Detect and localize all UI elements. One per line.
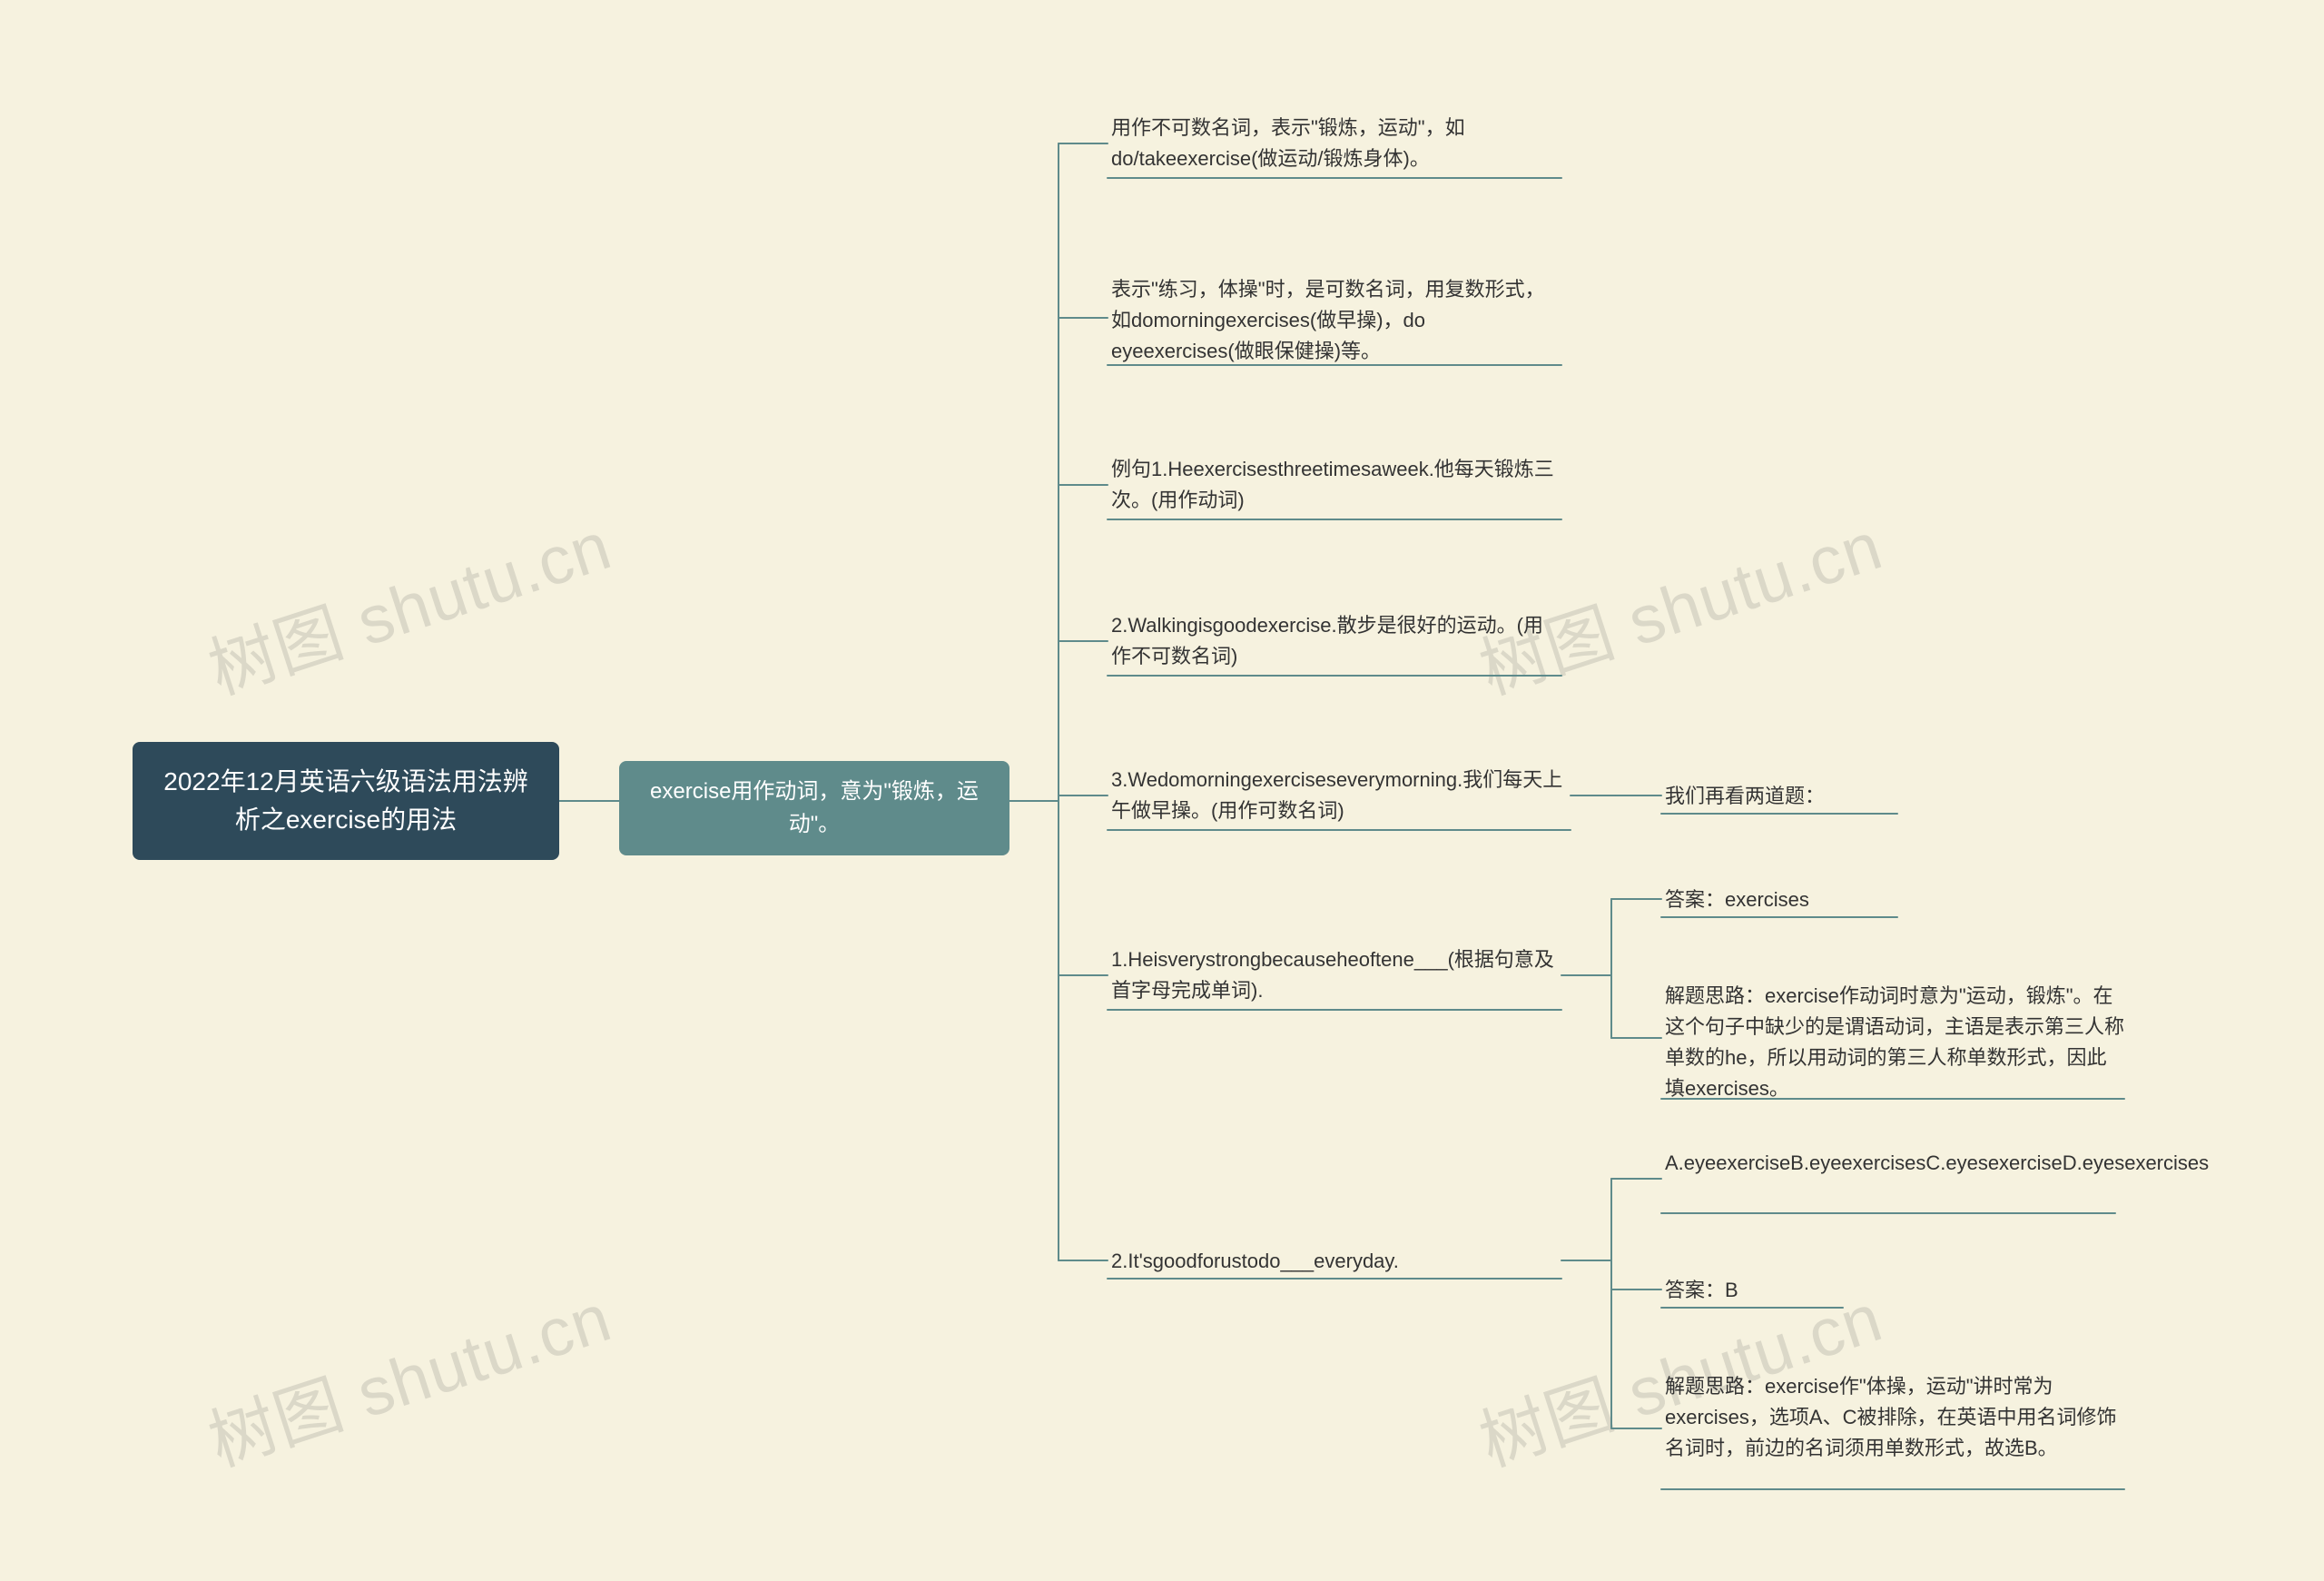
leaf-node[interactable]: 3.Wedomorningexerciseseverymorning.我们每天上… bbox=[1108, 763, 1571, 828]
watermark: 树图 shutu.cn bbox=[195, 492, 622, 714]
watermark: 树图 shutu.cn bbox=[195, 1264, 622, 1486]
leaf-node[interactable]: 例句1.Heexercisesthreetimesaweek.他每天锻炼三次。(… bbox=[1108, 452, 1561, 518]
branch-node[interactable]: exercise用作动词，意为"锻炼，运动"。 bbox=[619, 761, 1009, 855]
leaf-node[interactable]: 表示"练习，体操"时，是可数名词，用复数形式，如domorningexercis… bbox=[1108, 272, 1561, 369]
leaf-node[interactable]: 2.It'sgoodforustodo___everyday. bbox=[1108, 1244, 1561, 1279]
leaf-node[interactable]: A.eyeexerciseB.eyeexercisesC.eyesexercis… bbox=[1661, 1146, 2115, 1211]
leaf-node[interactable]: 我们再看两道题： bbox=[1661, 779, 1897, 814]
mindmap-canvas: 树图 shutu.cn 树图 shutu.cn 树图 shutu.cn 树图 s… bbox=[0, 0, 2324, 1581]
leaf-node[interactable]: 答案：B bbox=[1661, 1273, 1843, 1308]
leaf-node[interactable]: 用作不可数名词，表示"锻炼，运动"，如do/takeexercise(做运动/锻… bbox=[1108, 111, 1561, 176]
leaf-node[interactable]: 答案：exercises bbox=[1661, 883, 1897, 917]
watermark: 树图 shutu.cn bbox=[1466, 492, 1893, 714]
leaf-node[interactable]: 2.Walkingisgoodexercise.散步是很好的运动。(用作不可数名… bbox=[1108, 608, 1561, 674]
leaf-node[interactable]: 1.Heisverystrongbecauseheoftene___(根据句意及… bbox=[1108, 943, 1561, 1008]
root-node[interactable]: 2022年12月英语六级语法用法辨析之exercise的用法 bbox=[133, 742, 559, 860]
leaf-node[interactable]: 解题思路：exercise作"体操，运动"讲时常为exercises，选项A、C… bbox=[1661, 1369, 2124, 1487]
leaf-node[interactable]: 解题思路：exercise作动词时意为"运动，锻炼"。在这个句子中缺少的是谓语动… bbox=[1661, 979, 2124, 1106]
